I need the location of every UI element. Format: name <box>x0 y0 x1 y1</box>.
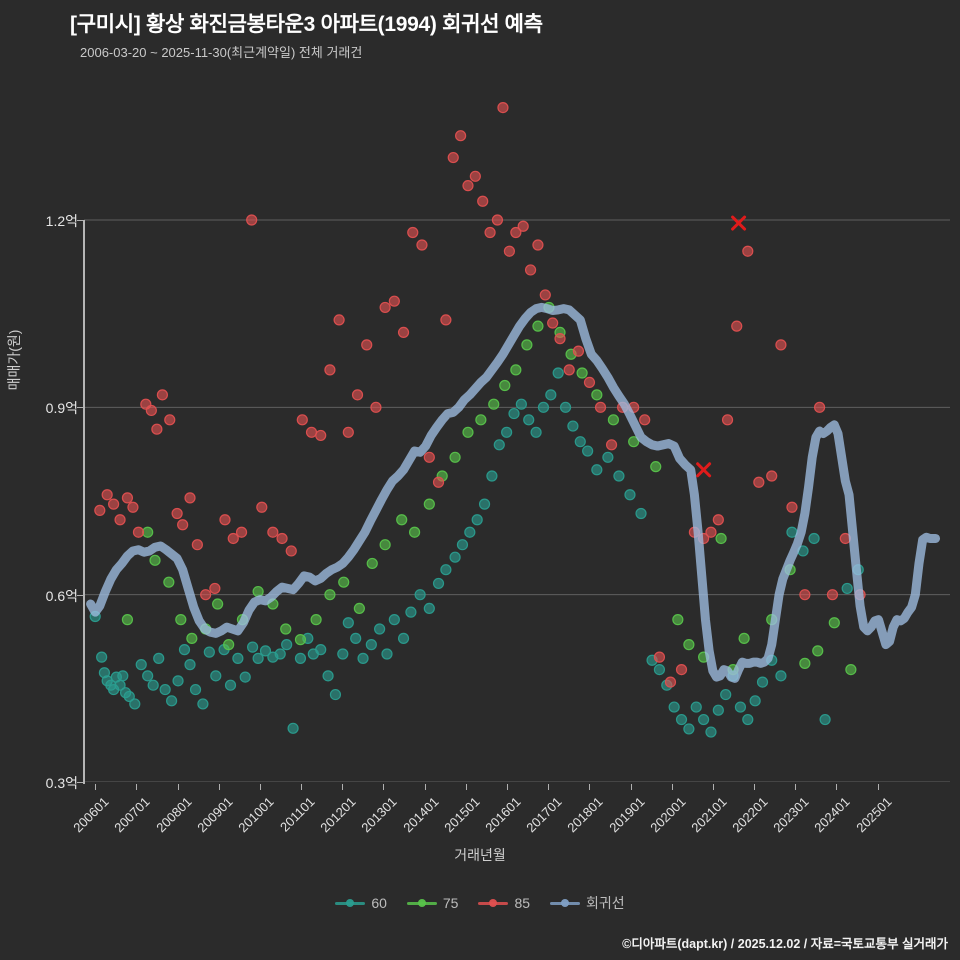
x-tick-mark <box>342 784 344 790</box>
x-tick-mark <box>671 784 673 790</box>
y-tick-mark <box>77 782 84 783</box>
x-tick-label: 202401 <box>811 794 853 836</box>
outlier-x-marker <box>731 215 747 231</box>
x-axis-label: 거래년월 <box>454 847 506 863</box>
x-tick-label: 200901 <box>194 794 236 836</box>
legend-label: 60 <box>371 895 387 911</box>
x-tick-mark <box>218 784 220 790</box>
plot-area <box>84 75 950 783</box>
scatter-series-85 <box>94 101 866 688</box>
x-tick-label: 201201 <box>317 794 359 836</box>
footer-credit: ©디아파트(dapt.kr) / 2025.12.02 / 자료=국토교통부 실… <box>622 937 948 951</box>
legend-label: 85 <box>514 895 531 911</box>
legend-item-85[interactable]: 85 <box>478 895 530 911</box>
outlier-x-marker <box>696 462 712 478</box>
legend-item-60[interactable]: 60 <box>335 895 387 911</box>
x-tick-mark <box>465 784 467 790</box>
x-tick-label: 201001 <box>235 794 277 836</box>
x-tick-mark <box>259 784 261 790</box>
x-tick-mark <box>795 784 797 790</box>
legend-swatch-icon <box>550 897 581 909</box>
regression-line <box>86 302 941 683</box>
legend-item-75[interactable]: 75 <box>406 895 459 911</box>
x-tick-mark <box>95 784 97 790</box>
x-tick-label: 201801 <box>564 794 606 836</box>
x-tick-mark <box>836 784 838 790</box>
legend-swatch-icon <box>335 897 366 909</box>
x-tick-label: 202301 <box>770 794 812 836</box>
x-tick-label: 200701 <box>111 794 153 836</box>
x-tick-label: 202201 <box>729 794 771 836</box>
x-tick-mark <box>177 784 179 790</box>
y-tick-mark <box>77 220 84 221</box>
plot-canvas <box>84 101 950 783</box>
x-tick-label: 202101 <box>688 794 730 836</box>
x-tick-label: 201701 <box>523 794 565 836</box>
y-tick-label: 0.3억 <box>45 775 78 791</box>
x-tick-label: 202001 <box>646 794 689 836</box>
page-title: [구미시] 황상 화진금봉타운3 아파트(1994) 회귀선 예측 <box>70 13 543 36</box>
x-tick-mark <box>630 784 632 790</box>
y-tick-label: 1.2억 <box>45 213 78 229</box>
legend-swatch-icon <box>478 897 509 909</box>
legend-label: 75 <box>442 895 459 911</box>
y-tick-mark <box>77 594 84 596</box>
x-tick-mark <box>589 784 591 790</box>
x-tick-label: 201301 <box>358 794 401 836</box>
x-tick-mark <box>383 784 385 790</box>
x-tick-mark <box>136 784 138 790</box>
x-tick-label: 201501 <box>441 794 483 836</box>
x-tick-mark <box>548 784 550 790</box>
x-tick-mark <box>754 784 756 790</box>
x-tick-label: 200801 <box>152 794 195 836</box>
y-tick-label: 0.6억 <box>45 587 78 604</box>
y-tick-label: 0.9억 <box>45 400 78 417</box>
x-tick-label: 201901 <box>605 794 648 836</box>
legend-item-회귀선[interactable]: 회귀선 <box>550 893 625 913</box>
scatter-series-75 <box>121 301 857 676</box>
legend-swatch-icon <box>406 897 437 909</box>
y-tick-mark <box>77 407 84 409</box>
x-tick-label: 201601 <box>482 794 524 836</box>
legend-label: 회귀선 <box>586 895 625 911</box>
chart-subtitle: 2006-03-20 ~ 2025-11-30(최근계약일) 전체 거래건 <box>80 45 363 60</box>
chart-legend: 60 75 85 회귀선 <box>0 893 960 913</box>
x-tick-label: 202501 <box>852 794 895 836</box>
x-tick-label: 200601 <box>70 794 112 836</box>
x-tick-mark <box>424 784 426 790</box>
x-tick-mark <box>712 784 714 790</box>
y-axis-label: 매매가(원) <box>6 329 22 391</box>
y-axis-spine <box>83 220 85 784</box>
x-tick-mark <box>301 784 303 790</box>
x-tick-label: 201401 <box>399 794 442 836</box>
x-tick-mark <box>877 784 879 790</box>
x-tick-label: 201101 <box>277 794 318 835</box>
x-tick-mark <box>506 784 508 790</box>
